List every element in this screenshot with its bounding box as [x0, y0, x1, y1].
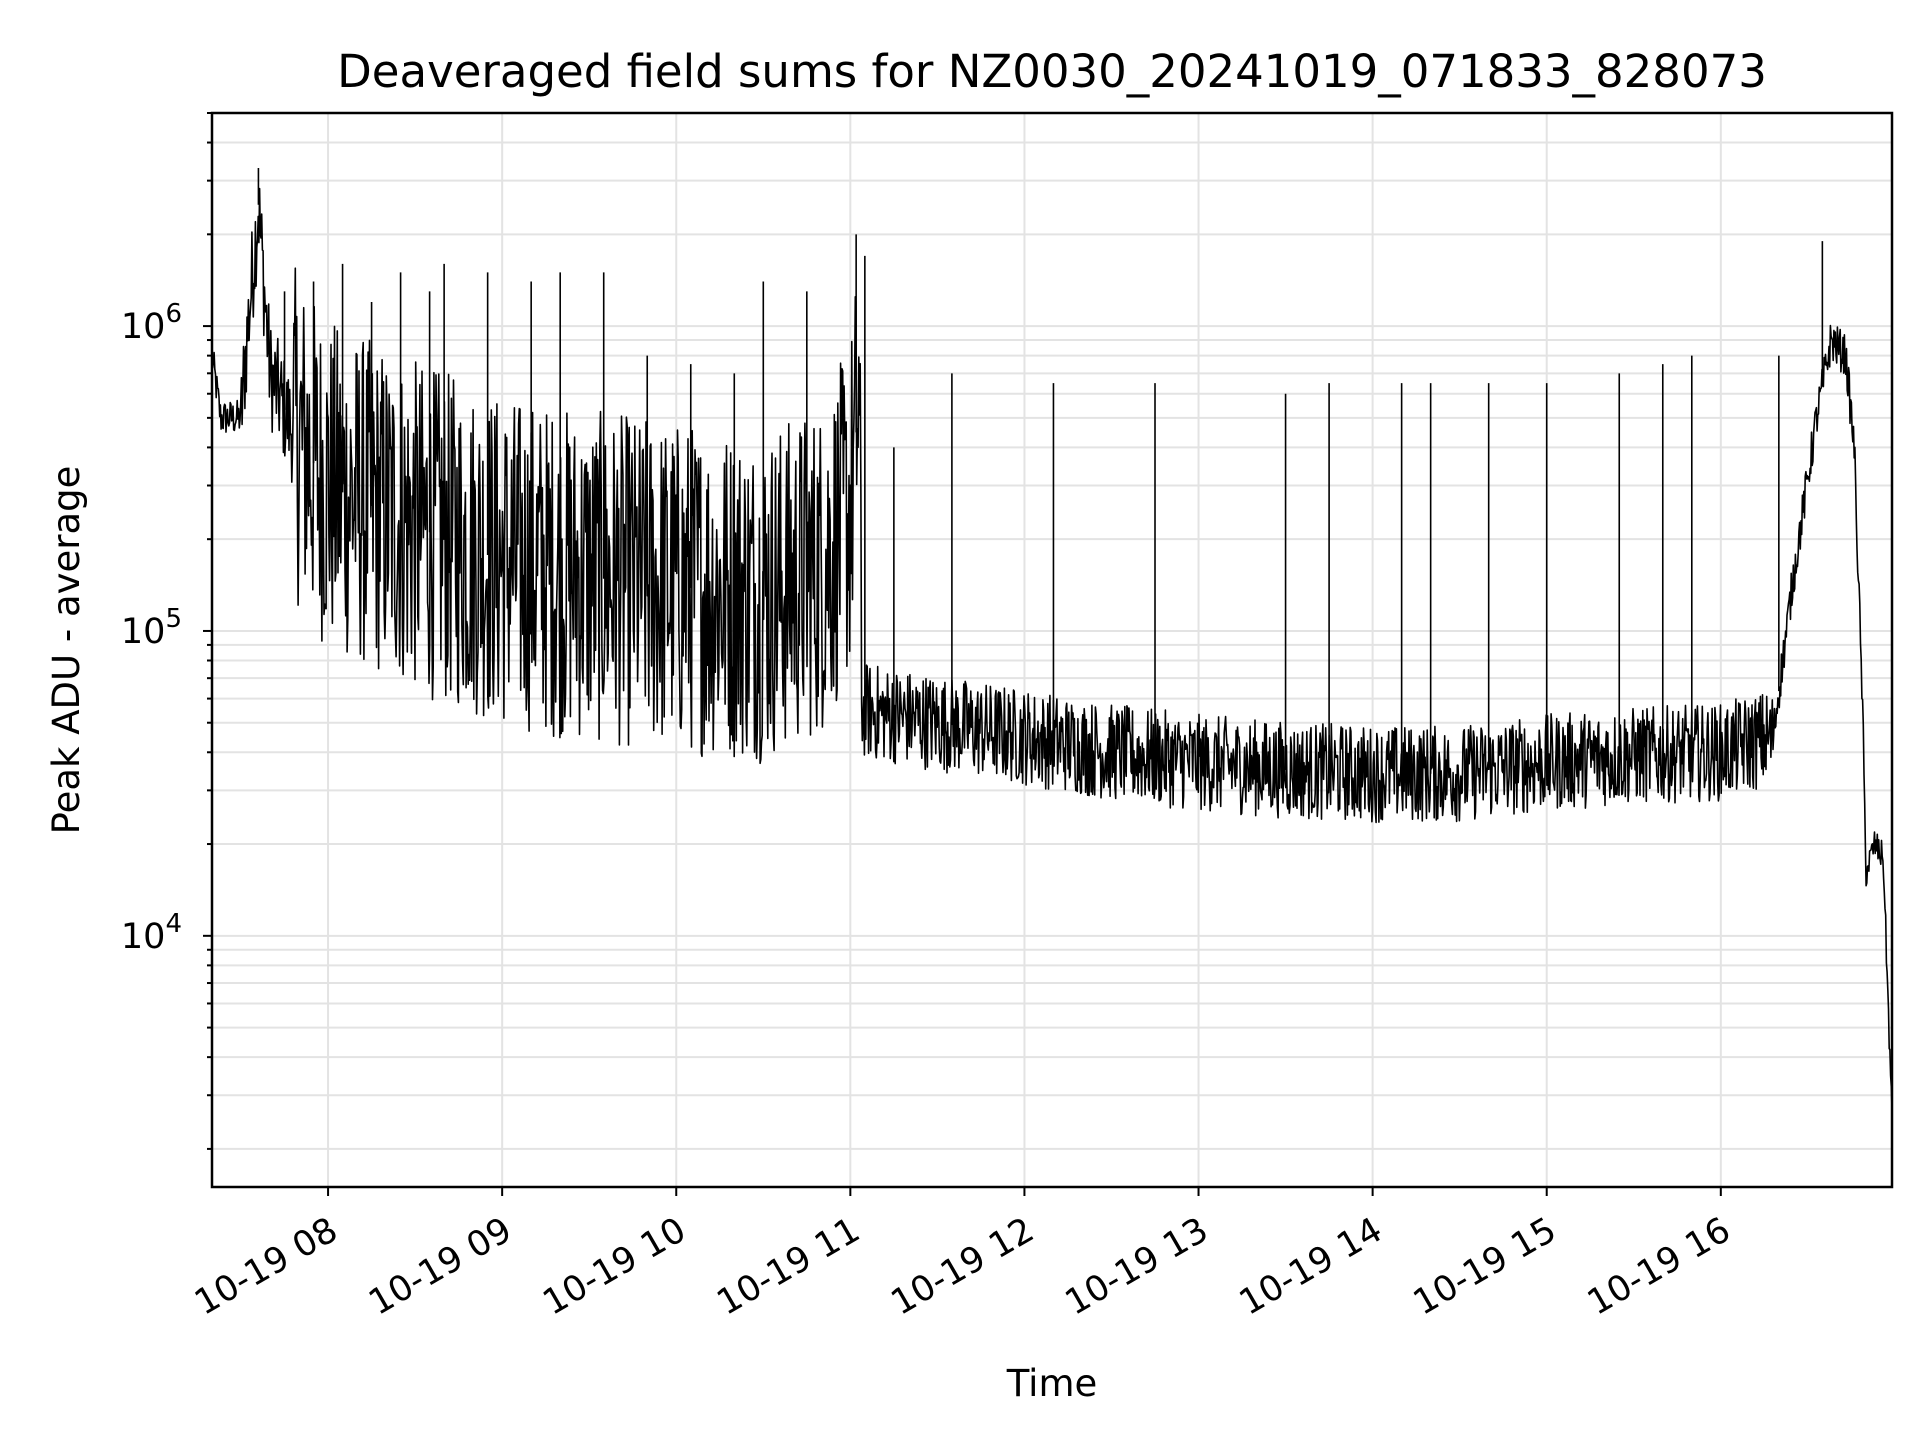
y-tick-label: 106 — [121, 299, 182, 347]
y-axis-label: Peak ADU - average — [45, 466, 88, 835]
y-tick-label: 105 — [121, 604, 182, 652]
chart-title: Deaveraged field sums for NZ0030_2024101… — [337, 45, 1767, 98]
plot-frame — [210, 111, 1894, 1189]
y-tick-label: 104 — [121, 909, 182, 957]
series-line — [211, 187, 1893, 1110]
x-axis-label: Time — [1006, 1362, 1098, 1405]
series-layer — [211, 168, 1893, 1110]
